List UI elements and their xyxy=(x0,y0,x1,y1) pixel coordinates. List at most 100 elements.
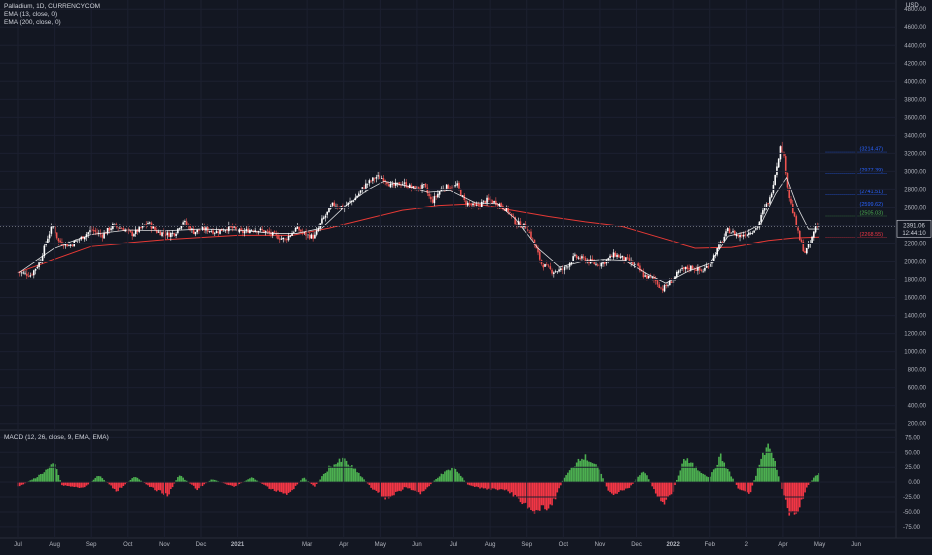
candle-body xyxy=(131,231,133,236)
price-tick-label: 1800.00 xyxy=(904,278,926,284)
macd-histogram-bar xyxy=(326,471,328,483)
macd-histogram-bar xyxy=(739,482,741,490)
macd-histogram-bar xyxy=(55,469,58,483)
candle-body xyxy=(466,202,469,206)
ema13-legend[interactable]: EMA (13, close, 0) xyxy=(4,11,58,18)
macd-histogram-bar xyxy=(438,476,441,483)
macd-histogram-bar xyxy=(653,482,655,490)
candle-body xyxy=(488,197,490,200)
candle-body xyxy=(396,182,399,184)
macd-histogram-bar xyxy=(377,482,379,493)
candle-body xyxy=(155,229,158,233)
macd-histogram-bar xyxy=(447,469,450,483)
macd-histogram-bar xyxy=(291,482,293,491)
macd-histogram-bar xyxy=(312,482,314,486)
candle-body xyxy=(435,196,437,197)
macd-histogram-bar xyxy=(76,482,79,488)
candle-body xyxy=(261,229,263,230)
candle-body xyxy=(134,229,137,234)
price-tick-label: 800.00 xyxy=(908,368,927,374)
candle-body xyxy=(284,238,286,240)
macd-histogram-bar xyxy=(547,482,550,509)
symbol-title[interactable]: Palladium, 1D, CURRENCYCOM xyxy=(4,3,101,10)
macd-histogram-bar xyxy=(212,479,214,483)
candle-body xyxy=(117,227,119,229)
macd-histogram-bar xyxy=(266,482,269,487)
macd-histogram-bar xyxy=(502,482,504,490)
macd-histogram-bar xyxy=(145,482,148,485)
candle-body xyxy=(661,288,664,291)
candle-body xyxy=(201,227,204,230)
macd-histogram-bar xyxy=(249,478,251,483)
candle-body xyxy=(512,215,515,217)
candle-body xyxy=(749,233,752,234)
macd-histogram-bar xyxy=(226,482,228,485)
candle-body xyxy=(352,200,355,202)
candle-body xyxy=(315,230,318,235)
ema200-legend[interactable]: EMA (200, close, 0) xyxy=(4,19,61,26)
candle-body xyxy=(779,146,782,160)
candle-body xyxy=(38,262,40,267)
candle-body xyxy=(454,185,457,186)
macd-histogram-bar xyxy=(285,482,288,495)
macd-histogram-bar xyxy=(735,482,738,485)
candle-body xyxy=(767,203,769,204)
candle-body xyxy=(616,254,618,257)
macd-histogram-bar xyxy=(523,482,525,504)
macd-histogram-bar xyxy=(726,469,729,483)
macd-histogram-bar xyxy=(256,480,258,483)
macd-histogram-bar xyxy=(544,482,546,510)
time-axis[interactable]: Jul Aug Sep Oct Nov Dec 2021 Mar Apr May Jun Jul Aug… xyxy=(14,0,861,548)
candle-body xyxy=(762,210,764,215)
candle-body xyxy=(732,231,734,233)
macd-histogram-bar xyxy=(148,482,151,487)
time-tick-label: 2021 xyxy=(231,542,245,548)
candle-body xyxy=(419,188,422,189)
candle-body xyxy=(542,264,545,268)
time-tick-label: Sep xyxy=(86,542,97,548)
candle-body xyxy=(208,231,211,232)
macd-histogram-bar xyxy=(800,482,803,500)
macd-histogram-bar xyxy=(112,482,114,489)
macd-legend[interactable]: MACD (12, 26, close, 9, EMA, EMA) xyxy=(4,434,109,441)
macd-histogram-bar xyxy=(177,477,179,483)
candle-body xyxy=(558,269,560,272)
candle-body xyxy=(192,228,195,234)
candle-body xyxy=(596,264,599,266)
candle-body xyxy=(549,266,552,270)
macd-histogram-bar xyxy=(254,479,256,483)
candle-body xyxy=(96,232,98,234)
candle-body xyxy=(644,275,646,277)
macd-tick-label: 0.00 xyxy=(908,480,920,486)
time-tick-label: Oct xyxy=(123,542,133,548)
macd-histogram-bar xyxy=(421,482,423,492)
candle-body xyxy=(582,256,585,258)
macd-histogram-bar xyxy=(20,482,23,485)
candle-body xyxy=(356,195,358,198)
candle-body xyxy=(697,267,699,271)
candle-body xyxy=(417,186,420,189)
macd-histogram-bar xyxy=(533,482,536,514)
candle-body xyxy=(145,224,148,225)
time-tick-label: Oct xyxy=(559,542,569,548)
macd-histogram-bar xyxy=(336,462,339,483)
candle-body xyxy=(668,280,671,286)
macd-histogram-bar xyxy=(744,482,747,492)
macd-histogram-bar xyxy=(33,478,35,483)
candle-body xyxy=(189,225,191,231)
macd-histogram-bar xyxy=(175,480,177,483)
candle-body xyxy=(240,228,242,231)
candle-body xyxy=(331,202,334,206)
macd-histogram-bar xyxy=(556,482,559,493)
macd-histogram-bar xyxy=(505,482,508,490)
macd-histogram-bar xyxy=(233,482,235,487)
macd-histogram-bar xyxy=(103,479,105,483)
candle-body xyxy=(748,232,750,235)
macd-histogram-bar xyxy=(793,482,796,515)
macd-histogram-bar xyxy=(451,467,453,483)
macd-histogram-bar xyxy=(806,482,808,488)
macd-histogram-bar xyxy=(435,479,437,483)
time-tick-label: Apr xyxy=(778,542,787,548)
